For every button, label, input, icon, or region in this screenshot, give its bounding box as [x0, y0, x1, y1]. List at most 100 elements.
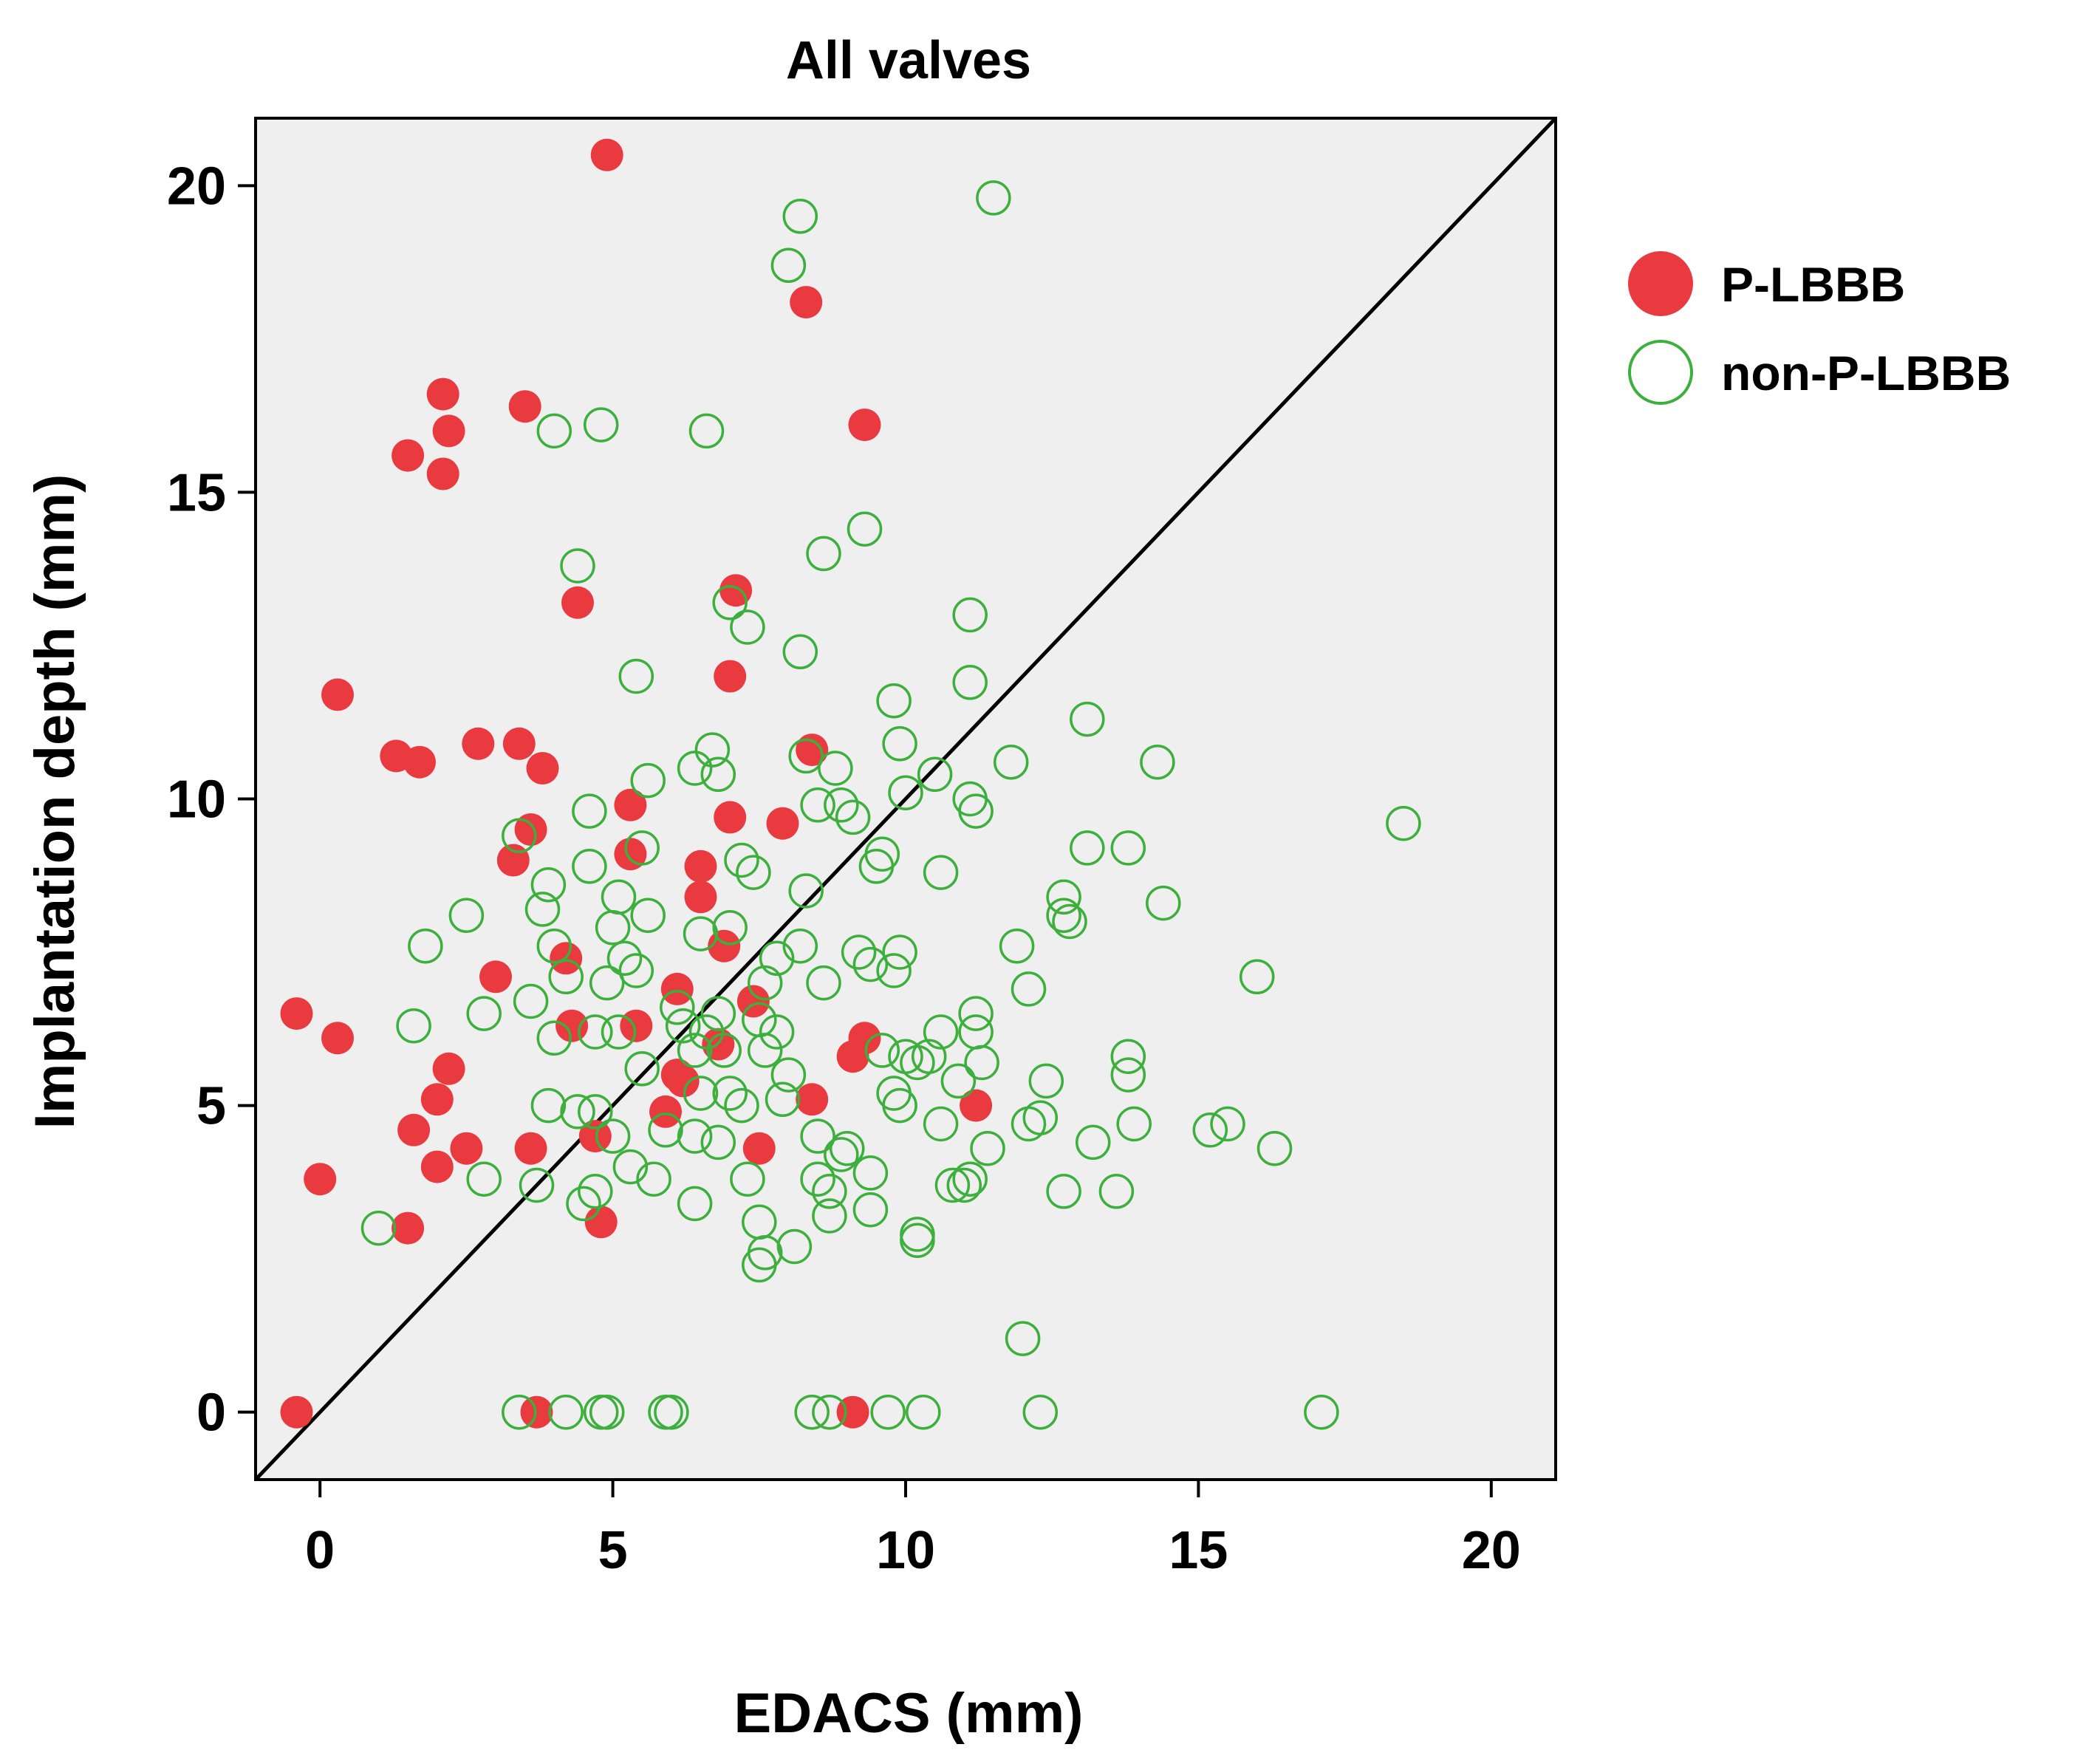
- data-point: [304, 1163, 337, 1196]
- data-point: [806, 536, 841, 572]
- data-point: [578, 1120, 612, 1153]
- data-point: [392, 439, 425, 472]
- data-point: [700, 1124, 736, 1160]
- data-point: [1140, 744, 1175, 780]
- x-axis: 0 5 10 15 20: [305, 1480, 1521, 1580]
- data-point: [766, 807, 799, 840]
- data-point: [917, 756, 953, 793]
- data-point: [812, 1198, 847, 1234]
- data-point: [852, 946, 889, 982]
- legend-label-p-lbbb: P-LBBB: [1721, 257, 1905, 312]
- data-point: [584, 1206, 618, 1239]
- data-point: [683, 1076, 719, 1111]
- data-point: [1052, 903, 1087, 940]
- data-point: [730, 1161, 765, 1197]
- legend-label-non-p-lbbb: non-P-LBBB: [1721, 346, 2011, 400]
- data-point: [536, 928, 572, 964]
- data-point: [578, 1094, 613, 1129]
- data-point: [666, 1064, 700, 1098]
- data-point: [712, 910, 748, 946]
- data-point: [782, 199, 818, 234]
- data-point: [790, 286, 823, 319]
- data-point: [432, 1052, 465, 1085]
- data-point: [397, 1113, 431, 1146]
- data-point: [806, 965, 841, 1001]
- data-point: [952, 665, 988, 700]
- data-point: [876, 953, 912, 988]
- data-point: [514, 1132, 547, 1165]
- data-point: [606, 940, 643, 977]
- data-point: [747, 1033, 783, 1068]
- data-point: [508, 390, 541, 423]
- data-point: [392, 1211, 425, 1245]
- data-point: [800, 1118, 835, 1154]
- data-point: [677, 1033, 713, 1068]
- data-point: [747, 1235, 783, 1271]
- data-point: [432, 414, 465, 448]
- data-point: [321, 678, 354, 711]
- data-point: [514, 813, 547, 846]
- data-point: [578, 1014, 613, 1050]
- data-point: [906, 1394, 941, 1430]
- data-point: [321, 1022, 354, 1055]
- data-point: [649, 1095, 682, 1128]
- data-point: [555, 1009, 589, 1042]
- data-point: [630, 762, 666, 799]
- data-point: [964, 1045, 999, 1081]
- data-point: [712, 585, 748, 621]
- data-point: [601, 1014, 637, 1050]
- data-point: [1022, 1100, 1059, 1135]
- data-point: [812, 1394, 847, 1430]
- data-point: [1146, 885, 1181, 921]
- data-point: [724, 1087, 759, 1124]
- data-point: [765, 1081, 801, 1118]
- data-point: [448, 898, 485, 933]
- data-point: [1192, 1112, 1228, 1148]
- data-point: [502, 818, 537, 854]
- data-point: [589, 1394, 625, 1430]
- data-point: [684, 849, 717, 883]
- data-point: [1239, 959, 1275, 995]
- data-point: [796, 734, 829, 767]
- y-tick-label: 15: [167, 463, 226, 522]
- data-point: [688, 1014, 725, 1050]
- data-point: [683, 916, 719, 951]
- data-point: [677, 751, 713, 786]
- data-point: [835, 799, 871, 835]
- data-point: [999, 928, 1035, 964]
- data-point: [618, 658, 654, 694]
- x-tick-label: 10: [876, 1521, 935, 1580]
- data-point: [513, 983, 549, 1019]
- data-point: [841, 934, 877, 970]
- data-point: [548, 959, 584, 995]
- y-tick-label: 20: [167, 157, 226, 216]
- data-point: [824, 787, 859, 823]
- data-point: [882, 1087, 917, 1124]
- data-point: [747, 965, 783, 1001]
- data-point: [426, 377, 459, 411]
- x-axis-label: EDACS (mm): [734, 1682, 1084, 1745]
- data-point: [1046, 1174, 1081, 1209]
- data-point: [818, 751, 853, 786]
- data-point: [788, 873, 824, 909]
- data-point: [496, 844, 530, 877]
- data-point: [706, 1033, 742, 1068]
- series-non-p-lbbb: [360, 180, 1421, 1430]
- data-point: [934, 1167, 971, 1203]
- data-point: [952, 1161, 988, 1197]
- data-point: [1011, 971, 1047, 1007]
- x-tick-label: 5: [598, 1521, 628, 1580]
- data-point: [536, 413, 572, 449]
- data-point: [852, 1155, 889, 1191]
- data-point: [360, 1210, 397, 1246]
- data-point: [426, 457, 459, 490]
- data-point: [530, 866, 567, 903]
- data-point: [618, 953, 654, 988]
- data-point: [1022, 1394, 1059, 1430]
- data-point: [864, 1033, 900, 1068]
- data-point: [595, 1118, 631, 1154]
- data-point: [519, 1167, 555, 1203]
- data-point: [736, 855, 771, 890]
- data-point: [561, 586, 594, 619]
- data-point: [1386, 805, 1421, 841]
